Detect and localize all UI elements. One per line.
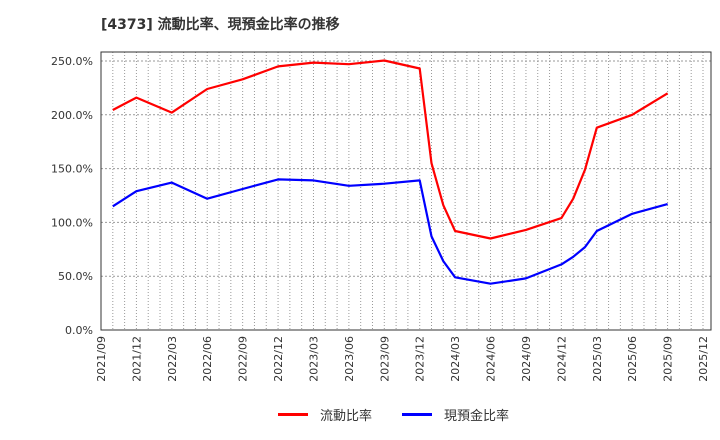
- x-tick-label: 2021/09: [95, 336, 108, 382]
- legend-swatch-red: [278, 413, 308, 416]
- legend-swatch-blue: [402, 413, 433, 416]
- x-tick-label: 2023/06: [343, 336, 356, 382]
- x-tick-label: 2023/09: [378, 336, 391, 382]
- x-axis-ticks: 2021/09 2021/12 2022/03 2022/06 2022/09 2022/…: [95, 336, 710, 382]
- y-tick-label: 250.0%: [51, 55, 93, 68]
- x-tick-label: 2025/06: [626, 336, 639, 382]
- x-tick-label: 2025/12: [697, 336, 710, 382]
- legend-item-cash-ratio: 現預金比率: [402, 405, 509, 424]
- series-line: [112, 59, 669, 240]
- legend-label: 流動比率: [320, 409, 373, 424]
- y-tick-label: 150.0%: [51, 163, 93, 176]
- x-tick-label: 2023/03: [307, 336, 320, 382]
- x-tick-label: 2025/09: [662, 336, 675, 382]
- legend-label: 現預金比率: [444, 409, 510, 424]
- legend-item-current-ratio: 流動比率: [278, 405, 372, 424]
- x-tick-label: 2024/09: [520, 336, 533, 382]
- x-tick-label: 2022/03: [166, 336, 179, 382]
- y-axis-ticks: 0.0% 50.0% 100.0% 150.0% 200.0% 250.0%: [51, 55, 93, 337]
- chart-title: [4373] 流動比率、現預金比率の推移: [101, 17, 340, 33]
- y-tick-label: 0.0%: [65, 324, 93, 337]
- series-line: [112, 178, 668, 285]
- x-tick-label: 2024/06: [485, 336, 498, 382]
- x-tick-label: 2024/03: [449, 336, 462, 382]
- plot-frame: [100, 51, 712, 331]
- x-tick-label: 2024/12: [555, 336, 568, 382]
- x-tick-label: 2022/12: [272, 336, 285, 382]
- y-tick-label: 200.0%: [51, 109, 93, 122]
- x-tick-label: 2022/06: [201, 336, 214, 382]
- y-tick-label: 50.0%: [58, 270, 93, 283]
- x-tick-label: 2025/03: [591, 336, 604, 382]
- x-tick-label: 2023/12: [414, 336, 427, 382]
- legend: 流動比率 現預金比率: [278, 405, 539, 424]
- x-tick-label: 2021/12: [130, 336, 143, 382]
- x-tick-label: 2022/09: [237, 336, 250, 382]
- series-lines: [112, 59, 669, 285]
- grid-lines: [101, 52, 711, 330]
- y-tick-label: 100.0%: [51, 216, 93, 229]
